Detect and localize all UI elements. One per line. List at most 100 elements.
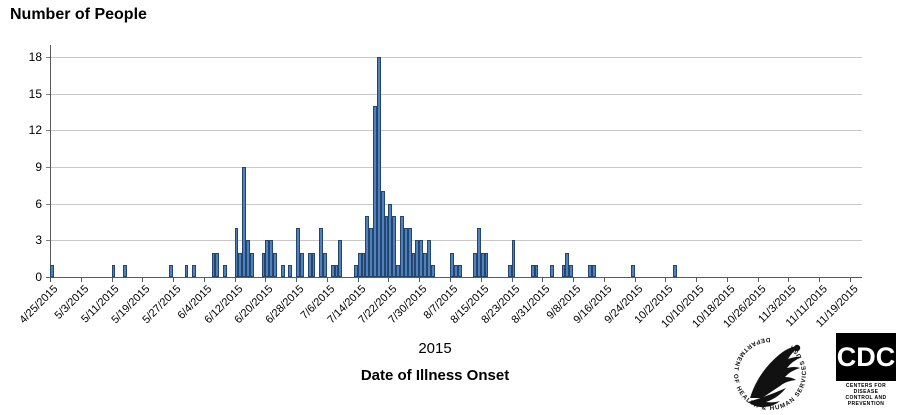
cdc-logo: CDC CENTERS FOR DISEASE CONTROL AND PREV… [836, 333, 896, 407]
x-axis-tick [142, 278, 144, 282]
x-axis-tick [326, 278, 328, 282]
bar [211, 252, 216, 277]
bar [307, 252, 312, 277]
x-axis-tick [665, 278, 667, 282]
x-axis-tick [788, 278, 790, 282]
bar [415, 240, 420, 277]
y-axis-title: Number of People [10, 6, 147, 23]
gridline [50, 167, 862, 168]
bar [550, 264, 554, 277]
x-axis-tick [419, 278, 421, 282]
x-axis-tick [819, 278, 821, 282]
bar [242, 167, 247, 277]
bar [300, 252, 304, 277]
y-axis-tick [46, 130, 50, 132]
y-axis-tick-label: 0 [35, 270, 42, 284]
x-axis-tick [603, 278, 605, 282]
bar [169, 264, 174, 277]
x-axis-tick [634, 278, 636, 282]
bar [588, 264, 593, 277]
bar [184, 264, 189, 277]
bar [288, 264, 293, 277]
bar [215, 252, 220, 277]
bar [334, 264, 339, 277]
gridline [50, 130, 862, 132]
x-axis-year-label: 2015 [418, 340, 452, 357]
y-axis-tick-label: 18 [28, 50, 42, 64]
bar [630, 264, 635, 277]
gridline [50, 57, 862, 58]
x-axis-tick [480, 278, 482, 282]
x-axis-tick [173, 278, 175, 282]
x-axis-tick [726, 278, 728, 282]
x-axis-tick [203, 278, 205, 282]
bar [192, 264, 197, 277]
bar [453, 264, 458, 277]
bar [111, 264, 116, 277]
bar [353, 264, 358, 277]
bar [265, 240, 270, 277]
bar [365, 215, 370, 277]
bar [411, 252, 416, 277]
bar [234, 228, 239, 277]
x-axis-tick [542, 278, 544, 282]
gridline [50, 93, 862, 95]
bar [361, 252, 366, 277]
y-axis-tick-label: 3 [35, 233, 42, 248]
bar [511, 240, 516, 277]
x-axis-tick [696, 278, 698, 282]
gridline [50, 240, 862, 242]
bar [534, 264, 539, 277]
bar [246, 240, 250, 277]
y-axis-tick [46, 240, 50, 242]
x-axis-tick [111, 278, 113, 282]
bar [457, 264, 462, 277]
y-axis-line [50, 45, 51, 277]
x-axis-tick [80, 278, 82, 282]
bar [238, 252, 243, 277]
gridline [50, 203, 862, 205]
x-axis-tick [388, 278, 390, 282]
y-axis-tick [46, 57, 50, 58]
bar [269, 240, 274, 277]
bar [450, 252, 454, 277]
bar [426, 240, 431, 277]
x-axis-tick [50, 278, 51, 282]
bar [673, 264, 677, 277]
bar [480, 252, 485, 277]
x-axis-tick [265, 278, 267, 282]
bar [319, 228, 324, 277]
bar [392, 215, 397, 277]
bar [123, 264, 127, 277]
bar [407, 228, 412, 277]
bar [403, 228, 408, 277]
bar [430, 264, 435, 277]
bar [273, 252, 277, 277]
hhs-logo: DEPARTMENT OF HEALTH & HUMAN SERVICES US… [729, 333, 811, 415]
bar [330, 264, 335, 277]
hhs-eagle-icon [748, 344, 802, 408]
x-axis-title: Date of Illness Onset [360, 367, 510, 384]
x-axis-tick [573, 278, 575, 282]
y-axis-tick-label: 6 [35, 196, 42, 211]
bar [223, 264, 227, 277]
bar [561, 264, 566, 277]
bar [261, 252, 266, 277]
x-axis-line [46, 277, 862, 278]
cdc-caption-line1: CENTERS FOR DISEASE [845, 383, 887, 395]
bar [280, 264, 285, 277]
x-axis-tick [357, 278, 359, 282]
bar [369, 228, 374, 277]
bar [296, 228, 300, 277]
bar [323, 252, 327, 277]
cdc-caption-line2: CONTROL AND PREVENTION [845, 395, 887, 407]
bar [400, 215, 404, 277]
bar [250, 252, 254, 277]
bar [507, 264, 512, 277]
y-axis-tick-label: 9 [35, 160, 42, 174]
x-axis-tick [757, 278, 759, 282]
cdc-logo-box: CDC [836, 333, 896, 381]
bar [50, 264, 54, 277]
bar [569, 264, 574, 277]
